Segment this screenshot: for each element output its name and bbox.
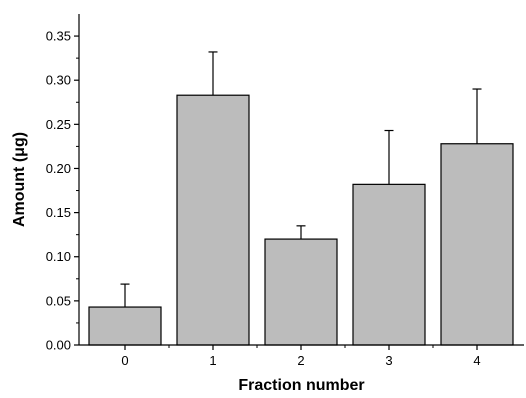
y-tick-label: 0.15 xyxy=(46,205,71,220)
bars xyxy=(88,94,514,346)
bar xyxy=(176,94,250,346)
bar xyxy=(88,306,162,346)
y-tick-label: 0.35 xyxy=(46,29,71,44)
x-tick-label: 4 xyxy=(473,353,480,368)
error-bars xyxy=(120,51,482,308)
x-tick-label: 0 xyxy=(121,353,128,368)
x-tick-label: 3 xyxy=(385,353,392,368)
y-tick-label: 0.00 xyxy=(46,338,71,353)
y-tick-label: 0.10 xyxy=(46,249,71,264)
y-tick-label: 0.05 xyxy=(46,293,71,308)
y-tick-label: 0.30 xyxy=(46,73,71,88)
x-axis-ticks: 0 1 2 3 4 xyxy=(121,345,481,368)
y-tick-label: 0.25 xyxy=(46,117,71,132)
x-axis-title: Fraction number xyxy=(238,377,364,394)
y-axis-ticks: 0.00 0.05 0.10 0.15 0.20 0.25 0.30 0.35 xyxy=(46,29,79,353)
x-tick-label: 2 xyxy=(297,353,304,368)
y-tick-label: 0.20 xyxy=(46,161,71,176)
bar xyxy=(352,183,426,346)
y-axis-title: Amount (μg) xyxy=(11,132,28,227)
x-tick-label: 1 xyxy=(209,353,216,368)
bar xyxy=(264,238,338,346)
bar xyxy=(440,143,514,346)
